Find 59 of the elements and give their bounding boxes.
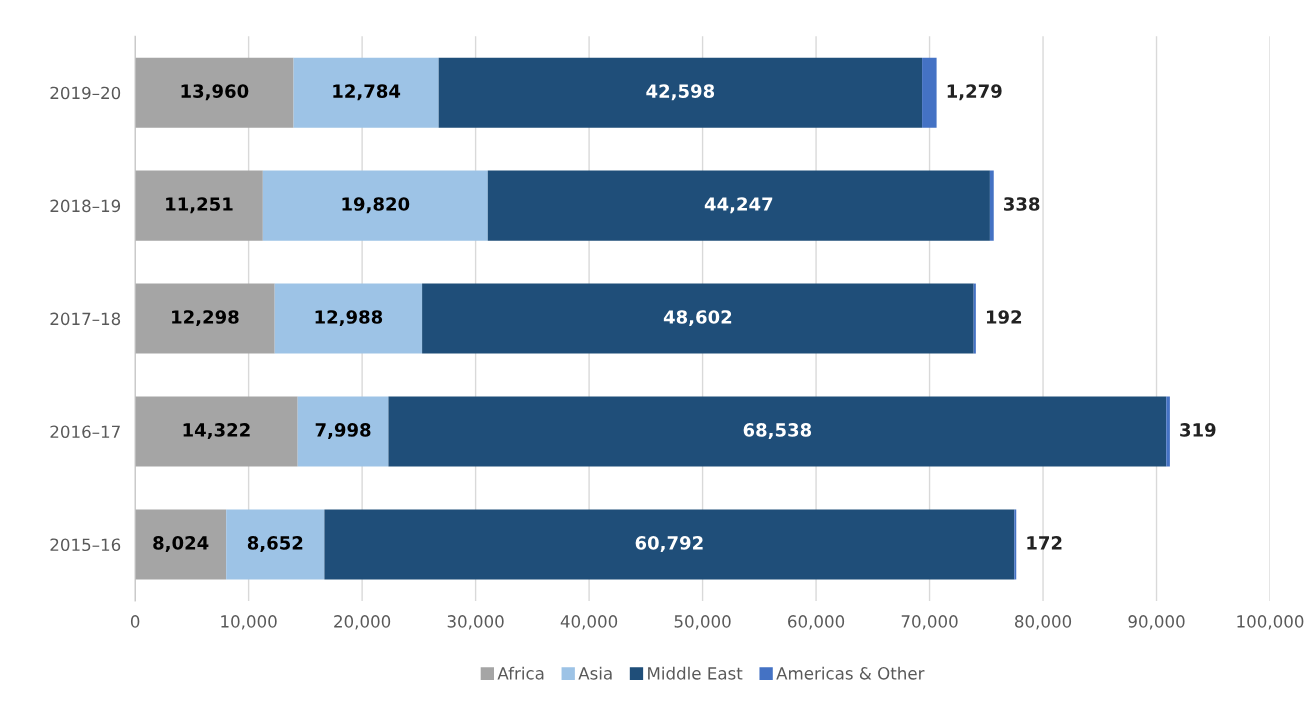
data-label: 60,792 <box>635 536 703 552</box>
data-label: 1,279 <box>947 84 1002 101</box>
legend-label: Americas & Other <box>776 666 925 680</box>
bar <box>487 170 990 241</box>
data-label: 7,998 <box>315 423 371 440</box>
bar <box>438 57 923 128</box>
bar <box>388 396 1167 467</box>
bar <box>135 283 275 354</box>
bar <box>422 283 974 354</box>
x-tick-label: 50,000 <box>674 615 731 630</box>
y-tick-label: 2015–16 <box>50 538 121 552</box>
bar <box>274 283 423 354</box>
bar <box>135 509 227 580</box>
data-label: 12,298 <box>172 310 239 327</box>
bar <box>293 57 439 128</box>
bar <box>226 509 325 580</box>
legend-label: Middle East <box>648 666 743 680</box>
x-tick-label: 90,000 <box>1128 615 1185 630</box>
data-label: 11,251 <box>166 197 233 214</box>
data-label: 48,602 <box>663 310 732 327</box>
data-label: 12,988 <box>315 310 383 327</box>
data-label: 338 <box>1004 197 1040 211</box>
bar <box>1166 396 1170 467</box>
bar <box>297 396 389 467</box>
data-label: 42,598 <box>646 84 715 101</box>
bar <box>135 57 294 128</box>
legend-label: Asia <box>578 666 612 680</box>
x-tick-label: 60,000 <box>788 615 845 630</box>
bar <box>262 170 488 241</box>
bar <box>922 57 937 128</box>
data-label: 8,652 <box>247 536 303 552</box>
y-tick-label: 2018–19 <box>50 199 121 213</box>
bar <box>973 283 976 354</box>
x-tick-label: 30,000 <box>447 615 504 630</box>
data-label: 172 <box>1027 536 1062 550</box>
x-tick-label: 40,000 <box>560 615 618 630</box>
y-tick-label: 2017–18 <box>50 312 121 326</box>
data-label: 8,024 <box>153 536 209 552</box>
x-tick-label: 20,000 <box>334 615 391 630</box>
data-label: 192 <box>986 310 1022 324</box>
bar <box>324 509 1015 580</box>
data-label: 319 <box>1180 423 1216 437</box>
data-label: 12,784 <box>333 84 401 101</box>
data-label: 19,820 <box>342 197 410 214</box>
data-label: 14,322 <box>183 423 250 440</box>
data-label: 13,960 <box>181 84 249 101</box>
data-label: 68,538 <box>743 423 812 440</box>
x-tick-label: 0 <box>130 615 140 628</box>
x-tick-label: 10,000 <box>221 615 277 630</box>
bar <box>989 170 994 241</box>
y-tick-label: 2019–20 <box>50 86 121 100</box>
bar <box>135 170 263 241</box>
bar <box>135 396 298 467</box>
data-label: 44,247 <box>704 197 773 214</box>
x-tick-label: 100,000 <box>1237 615 1304 630</box>
x-tick-label: 80,000 <box>1015 615 1072 630</box>
y-tick-label: 2016–17 <box>50 425 120 439</box>
x-tick-label: 70,000 <box>901 615 958 630</box>
legend-label: Africa <box>497 666 544 680</box>
